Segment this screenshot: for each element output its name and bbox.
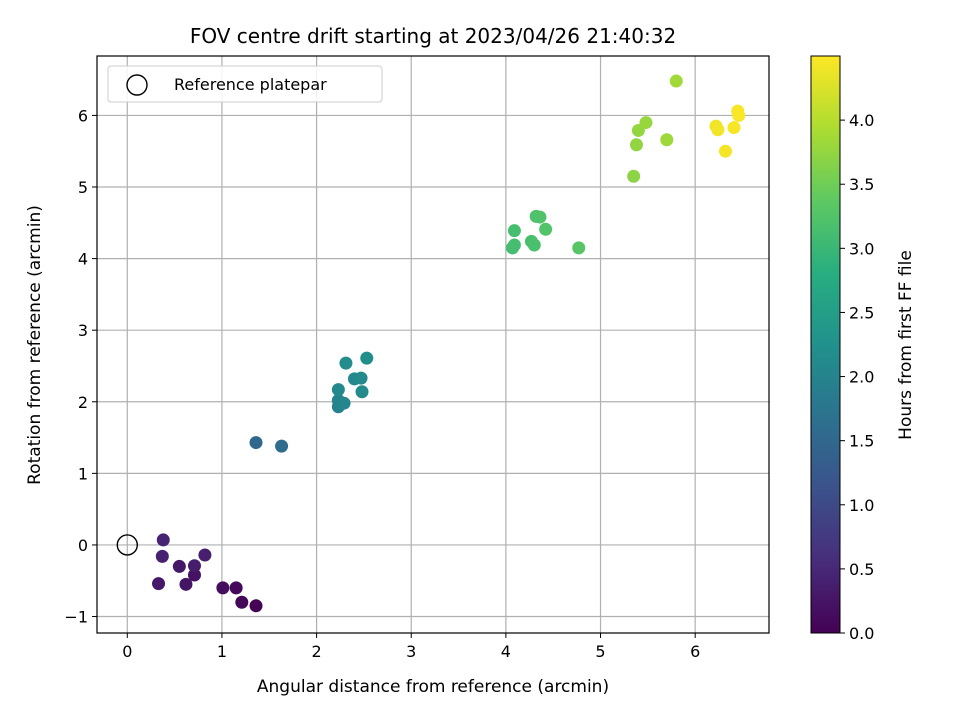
colorbar-gradient — [810, 55, 841, 634]
data-point — [156, 533, 170, 547]
y-tick-label: 6 — [78, 106, 88, 125]
data-points — [116, 74, 746, 613]
y-tick-label: 5 — [78, 178, 88, 197]
x-tick-label: 3 — [406, 642, 416, 661]
data-point — [539, 222, 553, 236]
y-tick-label: 1 — [78, 464, 88, 483]
data-point — [172, 559, 186, 573]
data-point — [152, 577, 166, 591]
y-tick-label: −1 — [64, 608, 88, 627]
data-point — [198, 548, 212, 562]
colorbar-tick-label: 1.5 — [849, 432, 874, 451]
colorbar-label: Hours from first FF file — [896, 250, 916, 440]
legend-marker — [126, 74, 148, 96]
data-point — [507, 238, 521, 252]
data-point — [235, 595, 249, 609]
data-point — [339, 356, 353, 370]
x-tick-label: 0 — [122, 642, 132, 661]
data-point — [249, 436, 263, 450]
plot-frame — [96, 55, 770, 634]
x-tick-label: 1 — [217, 642, 227, 661]
data-point — [732, 108, 746, 122]
data-point — [155, 549, 169, 563]
data-point — [229, 581, 243, 595]
data-point — [331, 383, 345, 397]
data-point — [249, 599, 263, 613]
data-point — [718, 144, 732, 158]
data-point — [360, 351, 374, 365]
colorbar-tick-label: 0.0 — [849, 624, 874, 643]
colorbar-tick-label: 4.0 — [849, 111, 874, 130]
colorbar-tick-label: 2.0 — [849, 368, 874, 387]
data-point — [355, 385, 369, 399]
data-point — [179, 577, 193, 591]
colorbar-tick-label: 1.0 — [849, 496, 874, 515]
data-point — [354, 371, 368, 385]
data-point — [275, 439, 289, 453]
data-point — [187, 568, 201, 582]
chart-title: FOV centre drift starting at 2023/04/26 … — [190, 24, 676, 48]
data-point — [187, 559, 201, 573]
colorbar: 0.0 0.5 1.0 1.5 2.0 2.5 3.0 3.5 4.0 Hours from f… — [810, 55, 916, 643]
x-axis-label: Angular distance from reference (arcmin) — [257, 677, 609, 697]
x-tick-label: 6 — [690, 642, 700, 661]
data-point — [337, 396, 351, 410]
legend: Reference platepar — [107, 65, 383, 103]
x-axis-ticks: 0 1 2 3 4 5 6 — [122, 633, 700, 661]
data-point — [527, 238, 541, 252]
y-axis-ticks: −1 0 1 2 3 4 5 6 — [64, 106, 97, 627]
y-tick-label: 0 — [78, 536, 88, 555]
y-tick-label: 2 — [78, 393, 88, 412]
colorbar-tick-label: 3.0 — [849, 239, 874, 258]
y-tick-label: 4 — [78, 250, 88, 269]
data-point — [711, 123, 725, 137]
x-tick-label: 2 — [311, 642, 321, 661]
x-tick-label: 4 — [501, 642, 511, 661]
data-point — [627, 169, 641, 183]
reference-platepar-marker — [116, 534, 138, 556]
data-point — [572, 241, 586, 255]
grid — [97, 56, 769, 633]
x-tick-label: 5 — [595, 642, 605, 661]
legend-box — [107, 65, 383, 103]
data-point — [669, 74, 683, 88]
colorbar-tick-label: 3.5 — [849, 175, 874, 194]
data-point — [629, 138, 643, 152]
legend-entry-reference-platepar: Reference platepar — [174, 75, 327, 94]
colorbar-ticks: 0.0 0.5 1.0 1.5 2.0 2.5 3.0 3.5 4.0 — [840, 111, 874, 643]
colorbar-tick-label: 0.5 — [849, 560, 874, 579]
colorbar-tick-label: 2.5 — [849, 303, 874, 322]
data-point — [533, 210, 547, 224]
data-point — [727, 121, 741, 135]
data-point — [639, 116, 653, 130]
y-axis-label: Rotation from reference (arcmin) — [25, 205, 45, 485]
data-point — [507, 224, 521, 238]
data-point — [660, 133, 674, 147]
data-point — [216, 581, 230, 595]
y-tick-label: 3 — [78, 321, 88, 340]
